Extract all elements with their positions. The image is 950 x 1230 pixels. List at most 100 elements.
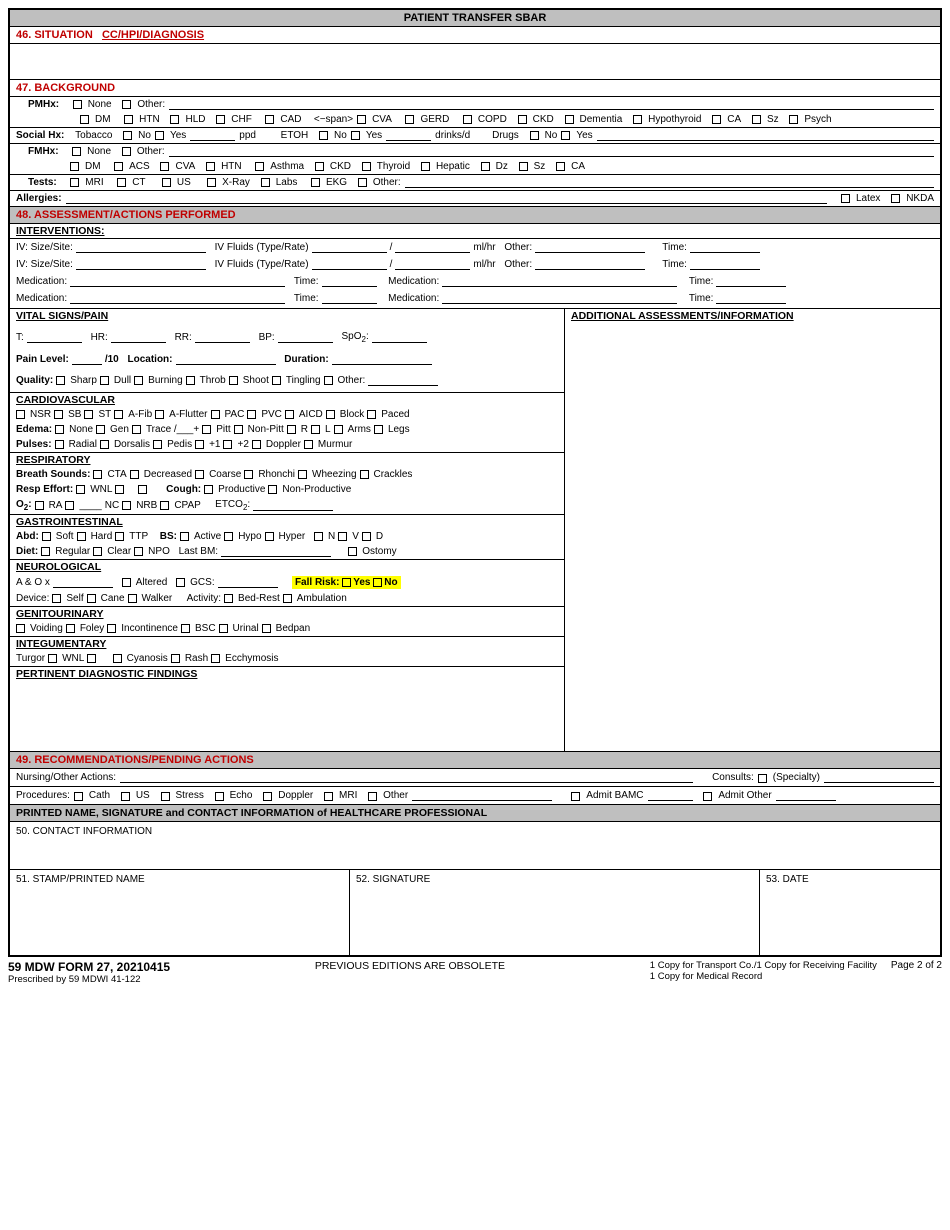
cb-labs[interactable] bbox=[261, 178, 270, 187]
cb-gu-bedpan[interactable] bbox=[262, 624, 271, 633]
cb-dv-walker[interactable] bbox=[128, 594, 137, 603]
cb-f-cva[interactable] bbox=[160, 162, 169, 171]
cb-dm[interactable] bbox=[80, 115, 89, 124]
cb-p-mur[interactable] bbox=[304, 440, 313, 449]
cb-pc-cath[interactable] bbox=[74, 792, 83, 801]
cb-ca[interactable] bbox=[712, 115, 721, 124]
cb-dull[interactable] bbox=[100, 376, 109, 385]
cb-b-crack[interactable] bbox=[360, 470, 369, 479]
cb-in-cyan[interactable] bbox=[113, 654, 122, 663]
hr-field[interactable] bbox=[111, 332, 166, 343]
iv-fluids-field-2a[interactable] bbox=[312, 259, 387, 270]
cb-afib[interactable] bbox=[114, 410, 123, 419]
cb-e-arms[interactable] bbox=[334, 425, 343, 434]
drugs-field[interactable] bbox=[597, 130, 934, 141]
cb-paced[interactable] bbox=[367, 410, 376, 419]
cb-e-npitt[interactable] bbox=[234, 425, 243, 434]
cb-in-rash[interactable] bbox=[171, 654, 180, 663]
cb-tother[interactable] bbox=[358, 178, 367, 187]
cb-in-wnl[interactable] bbox=[48, 654, 57, 663]
cb-ac-bed[interactable] bbox=[224, 594, 233, 603]
pmhx-other-field[interactable] bbox=[169, 99, 934, 110]
consults-field[interactable] bbox=[824, 772, 934, 783]
t-field[interactable] bbox=[27, 332, 82, 343]
cb-f-ca[interactable] bbox=[556, 162, 565, 171]
cb-p-dors[interactable] bbox=[100, 440, 109, 449]
loc-field[interactable] bbox=[176, 354, 276, 365]
cb-bs-act[interactable] bbox=[180, 532, 189, 541]
cb-chf[interactable] bbox=[216, 115, 225, 124]
med-time-field-2[interactable] bbox=[322, 293, 377, 304]
cb-gu-foley[interactable] bbox=[66, 624, 75, 633]
cb-burning[interactable] bbox=[134, 376, 143, 385]
cb-gcs[interactable] bbox=[176, 578, 185, 587]
cb-ckd[interactable] bbox=[518, 115, 527, 124]
cb-bs-n[interactable] bbox=[314, 532, 323, 541]
cb-consults[interactable] bbox=[758, 774, 767, 783]
cb-f-ckd[interactable] bbox=[315, 162, 324, 171]
cb-a-ttp[interactable] bbox=[115, 532, 124, 541]
cb-cad[interactable] bbox=[265, 115, 274, 124]
cb-dementia[interactable] bbox=[565, 115, 574, 124]
cb-xray[interactable] bbox=[207, 178, 216, 187]
nursing-field[interactable] bbox=[120, 772, 693, 783]
cb-e-legs[interactable] bbox=[374, 425, 383, 434]
cb-a-hard[interactable] bbox=[77, 532, 86, 541]
cb-p-dop[interactable] bbox=[252, 440, 261, 449]
cb-b-cta[interactable] bbox=[93, 470, 102, 479]
cb-f-dz[interactable] bbox=[481, 162, 490, 171]
iv-site-field-1[interactable] bbox=[76, 242, 206, 253]
cb-gu-void[interactable] bbox=[16, 624, 25, 633]
cb-sharp[interactable] bbox=[56, 376, 65, 385]
tests-other-field[interactable] bbox=[405, 177, 934, 188]
cb-etoh-yes[interactable] bbox=[351, 131, 360, 140]
aox-field[interactable] bbox=[53, 577, 113, 588]
cb-p-pedis[interactable] bbox=[153, 440, 162, 449]
cb-e-pitt[interactable] bbox=[202, 425, 211, 434]
cb-pc-dop[interactable] bbox=[263, 792, 272, 801]
cb-ekg[interactable] bbox=[311, 178, 320, 187]
q-other-field[interactable] bbox=[368, 375, 438, 386]
cb-p-2[interactable] bbox=[223, 440, 232, 449]
cb-sb[interactable] bbox=[54, 410, 63, 419]
cb-p-1[interactable] bbox=[195, 440, 204, 449]
cb-re-blank1[interactable] bbox=[115, 485, 124, 494]
cb-htn[interactable] bbox=[124, 115, 133, 124]
cb-tingling[interactable] bbox=[272, 376, 281, 385]
cb-fmhx-other[interactable] bbox=[122, 147, 131, 156]
cb-o-blank[interactable] bbox=[65, 501, 74, 510]
cb-us[interactable] bbox=[162, 178, 171, 187]
cb-shoot[interactable] bbox=[229, 376, 238, 385]
lastbm-field[interactable] bbox=[221, 546, 331, 557]
cb-nkda[interactable] bbox=[891, 194, 900, 203]
cb-st[interactable] bbox=[84, 410, 93, 419]
cb-pc-other[interactable] bbox=[368, 792, 377, 801]
med-field-1[interactable] bbox=[70, 276, 285, 287]
cb-a-soft[interactable] bbox=[42, 532, 51, 541]
admit-bamc-field[interactable] bbox=[648, 790, 693, 801]
cb-hld[interactable] bbox=[170, 115, 179, 124]
time-field-2[interactable] bbox=[690, 259, 760, 270]
cb-f-htn[interactable] bbox=[206, 162, 215, 171]
cb-f-asthma[interactable] bbox=[255, 162, 264, 171]
cb-gu-incont[interactable] bbox=[107, 624, 116, 633]
other-field-2[interactable] bbox=[535, 259, 645, 270]
cb-tobacco-no[interactable] bbox=[123, 131, 132, 140]
iv-fluids-field-2b[interactable] bbox=[395, 259, 470, 270]
fmhx-other-field[interactable] bbox=[169, 146, 934, 157]
cb-bs-v[interactable] bbox=[338, 532, 347, 541]
cb-gu-bsc[interactable] bbox=[181, 624, 190, 633]
cb-aicd[interactable] bbox=[285, 410, 294, 419]
cb-tobacco-yes[interactable] bbox=[155, 131, 164, 140]
cb-ac-amb[interactable] bbox=[283, 594, 292, 603]
cb-hypo[interactable] bbox=[633, 115, 642, 124]
cb-o-cpap[interactable] bbox=[160, 501, 169, 510]
cb-mri[interactable] bbox=[70, 178, 79, 187]
cb-d-clear[interactable] bbox=[93, 547, 102, 556]
cb-dv-self[interactable] bbox=[52, 594, 61, 603]
cb-b-wheez[interactable] bbox=[298, 470, 307, 479]
pmhx-other-checkbox[interactable] bbox=[122, 100, 131, 109]
cb-fr-no[interactable] bbox=[373, 578, 382, 587]
cb-bs-hyper[interactable] bbox=[265, 532, 274, 541]
med-time-field-1[interactable] bbox=[322, 276, 377, 287]
